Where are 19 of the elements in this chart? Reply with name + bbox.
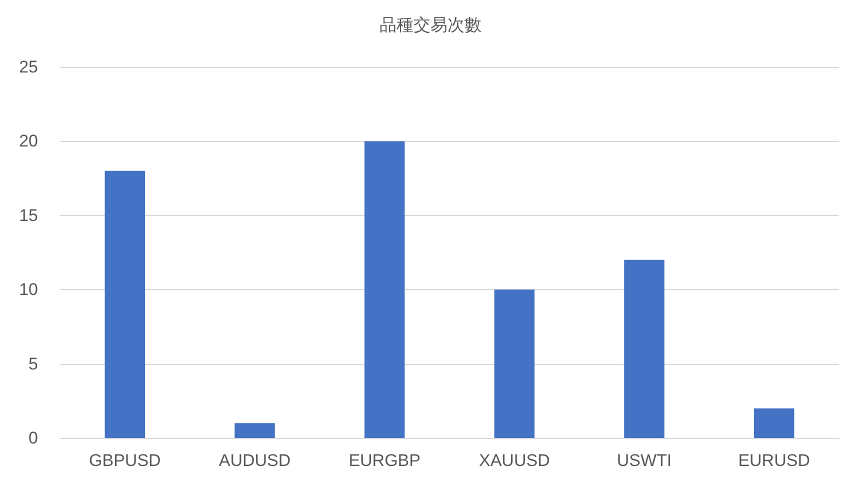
y-tick-label: 10	[19, 280, 38, 300]
x-tick-label: GBPUSD	[89, 451, 161, 470]
bar	[104, 170, 146, 438]
y-tick-label: 25	[19, 58, 38, 76]
x-tick-label: AUDUSD	[218, 451, 291, 470]
x-tick-label: XAUUSD	[478, 451, 550, 470]
bar	[624, 260, 664, 438]
x-tick-label: EURUSD	[738, 451, 810, 470]
chart-title: 品種交易次數	[380, 16, 482, 36]
bar	[754, 408, 794, 438]
bar	[234, 423, 275, 438]
x-tick-label: EURGBP	[348, 451, 420, 470]
y-tick-label: 20	[19, 132, 38, 151]
x-tick-label: USWTI	[616, 451, 672, 470]
bar	[494, 290, 535, 438]
y-tick-label: 0	[28, 428, 38, 448]
y-tick-label: 15	[19, 206, 38, 225]
y-tick-label: 5	[28, 354, 38, 374]
bar	[364, 141, 405, 438]
